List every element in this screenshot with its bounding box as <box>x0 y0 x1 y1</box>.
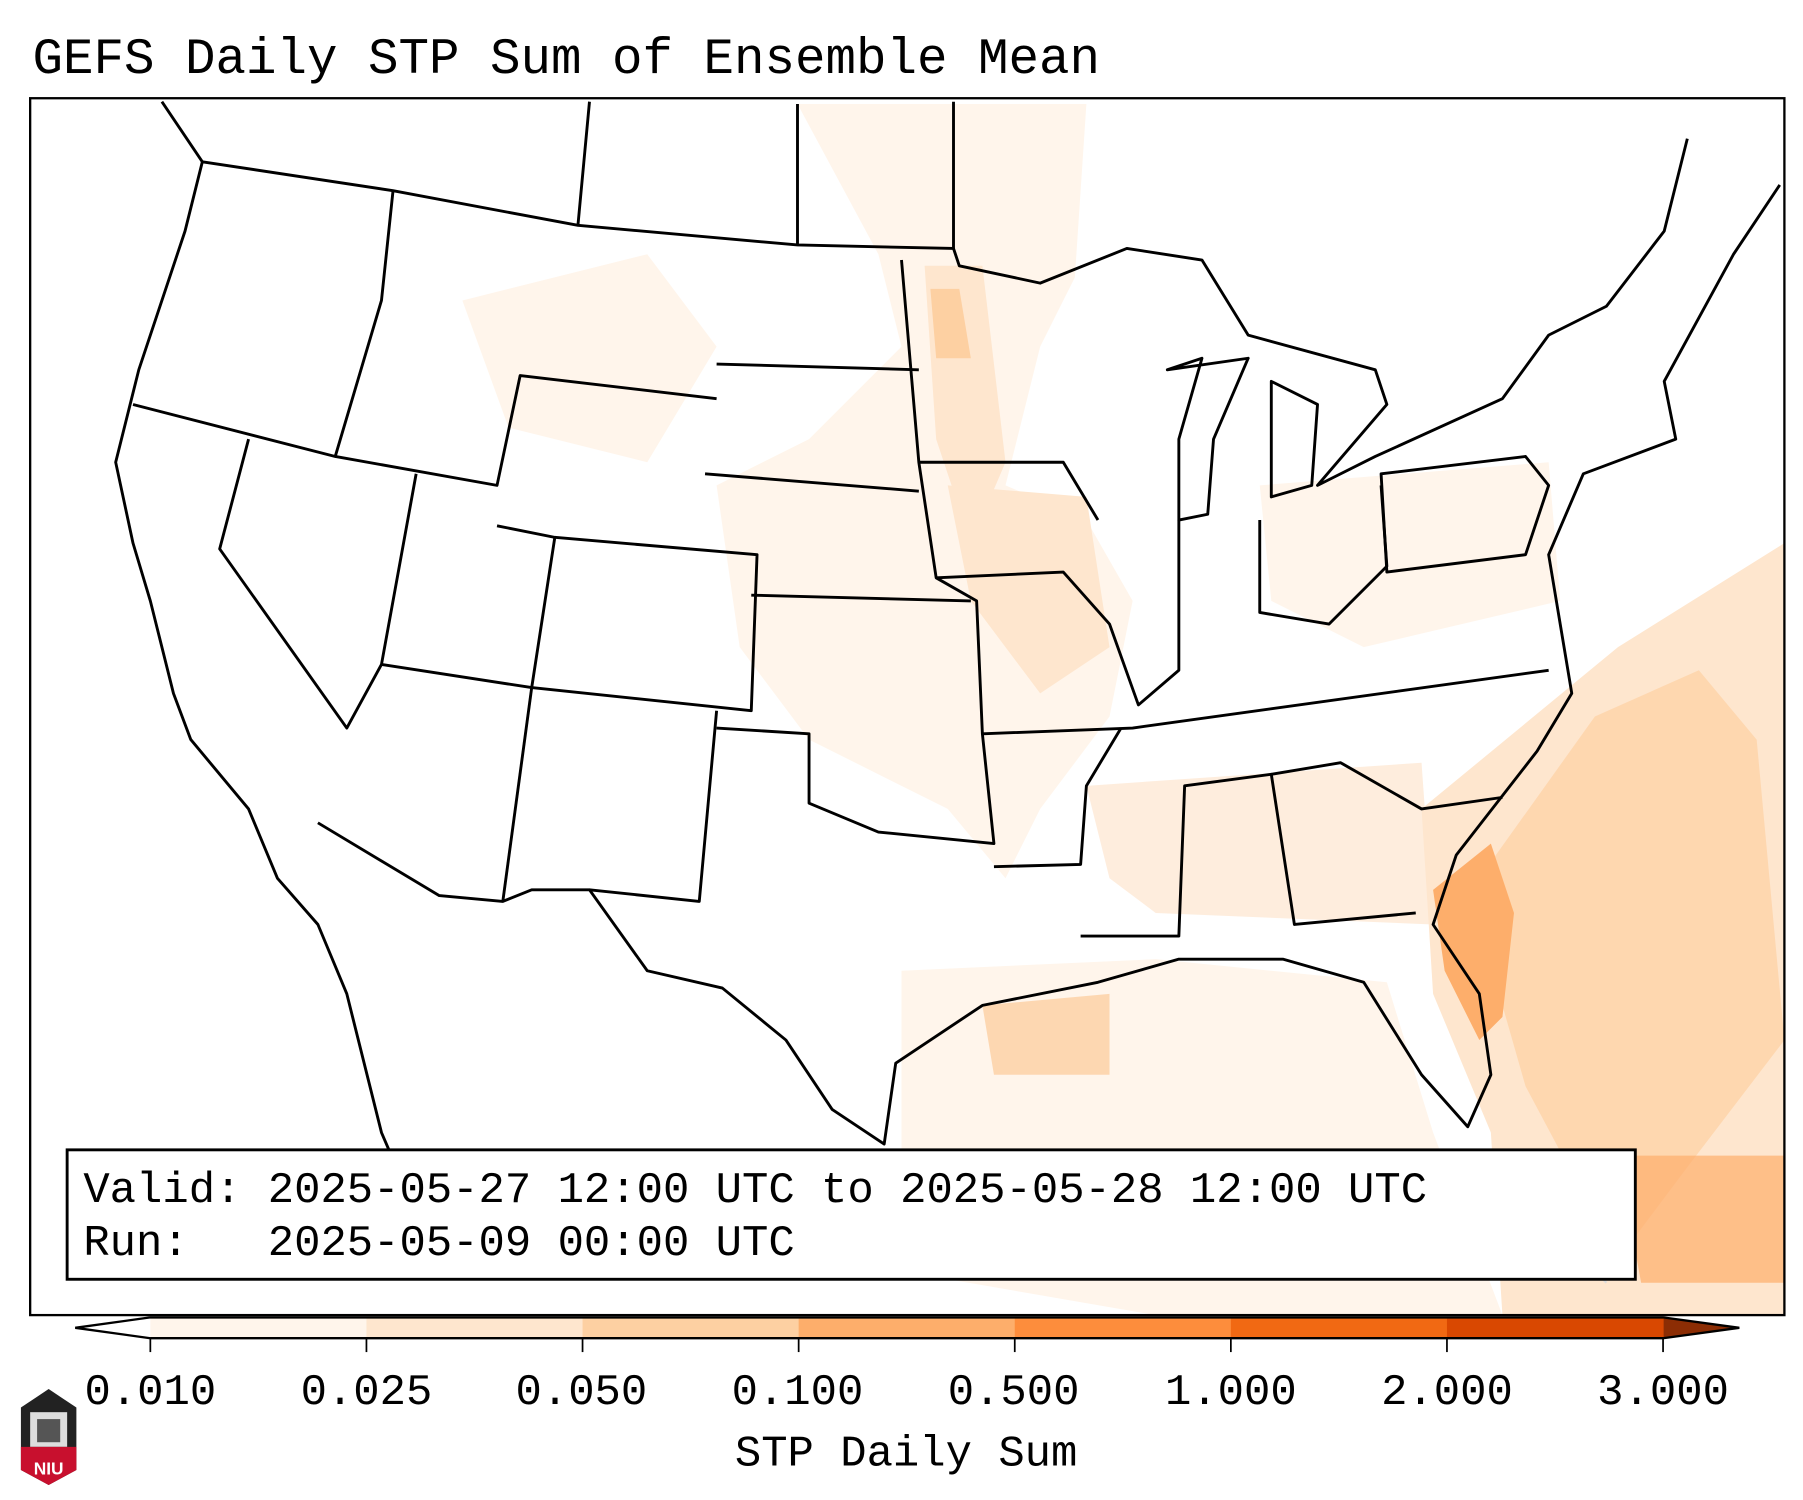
colorbar-segment <box>1014 1317 1232 1339</box>
colorbar <box>75 1316 1740 1353</box>
colorbar-tick-label: 0.050 <box>516 1368 648 1418</box>
colorbar-segment <box>798 1317 1016 1339</box>
figure-title: GEFS Daily STP Sum of Ensemble Mean <box>32 32 1100 89</box>
info-box: Valid: 2025-05-27 12:00 UTC to 2025-05-2… <box>65 1148 1637 1281</box>
colorbar-tick-label: 1.000 <box>1165 1368 1297 1418</box>
colorbar-tick-label: 0.500 <box>948 1368 1080 1418</box>
colorbar-segment <box>1230 1317 1448 1339</box>
colorbar-label: STP Daily Sum <box>735 1429 1078 1479</box>
colorbar-tick-label: 0.025 <box>301 1368 433 1418</box>
colorbar-tick-label: 0.010 <box>84 1368 216 1418</box>
colorbar-segment <box>1446 1317 1664 1339</box>
colorbar-segment <box>582 1317 800 1339</box>
state-boundaries <box>114 100 1781 1214</box>
map-panel <box>29 97 1786 1317</box>
niu-logo: NIU <box>20 1389 77 1485</box>
colorbar-under-extension <box>75 1317 151 1339</box>
colorbar-tick-label: 3.000 <box>1597 1368 1729 1418</box>
run-time-text: Run: 2025-05-09 00:00 UTC <box>83 1219 794 1269</box>
colorbar-segment <box>150 1317 368 1339</box>
colorbar-tick-label: 0.100 <box>732 1368 864 1418</box>
colorbar-segment <box>366 1317 584 1339</box>
map-frame <box>29 97 1786 1317</box>
valid-time-text: Valid: 2025-05-27 12:00 UTC to 2025-05-2… <box>83 1166 1427 1216</box>
svg-text:NIU: NIU <box>34 1459 64 1479</box>
colorbar-tick-labels: 0.010 0.025 0.050 0.100 0.500 1.000 2.00… <box>84 1368 1728 1418</box>
colorbar-over-extension <box>1663 1317 1740 1339</box>
colorbar-tick-label: 2.000 <box>1381 1368 1513 1418</box>
